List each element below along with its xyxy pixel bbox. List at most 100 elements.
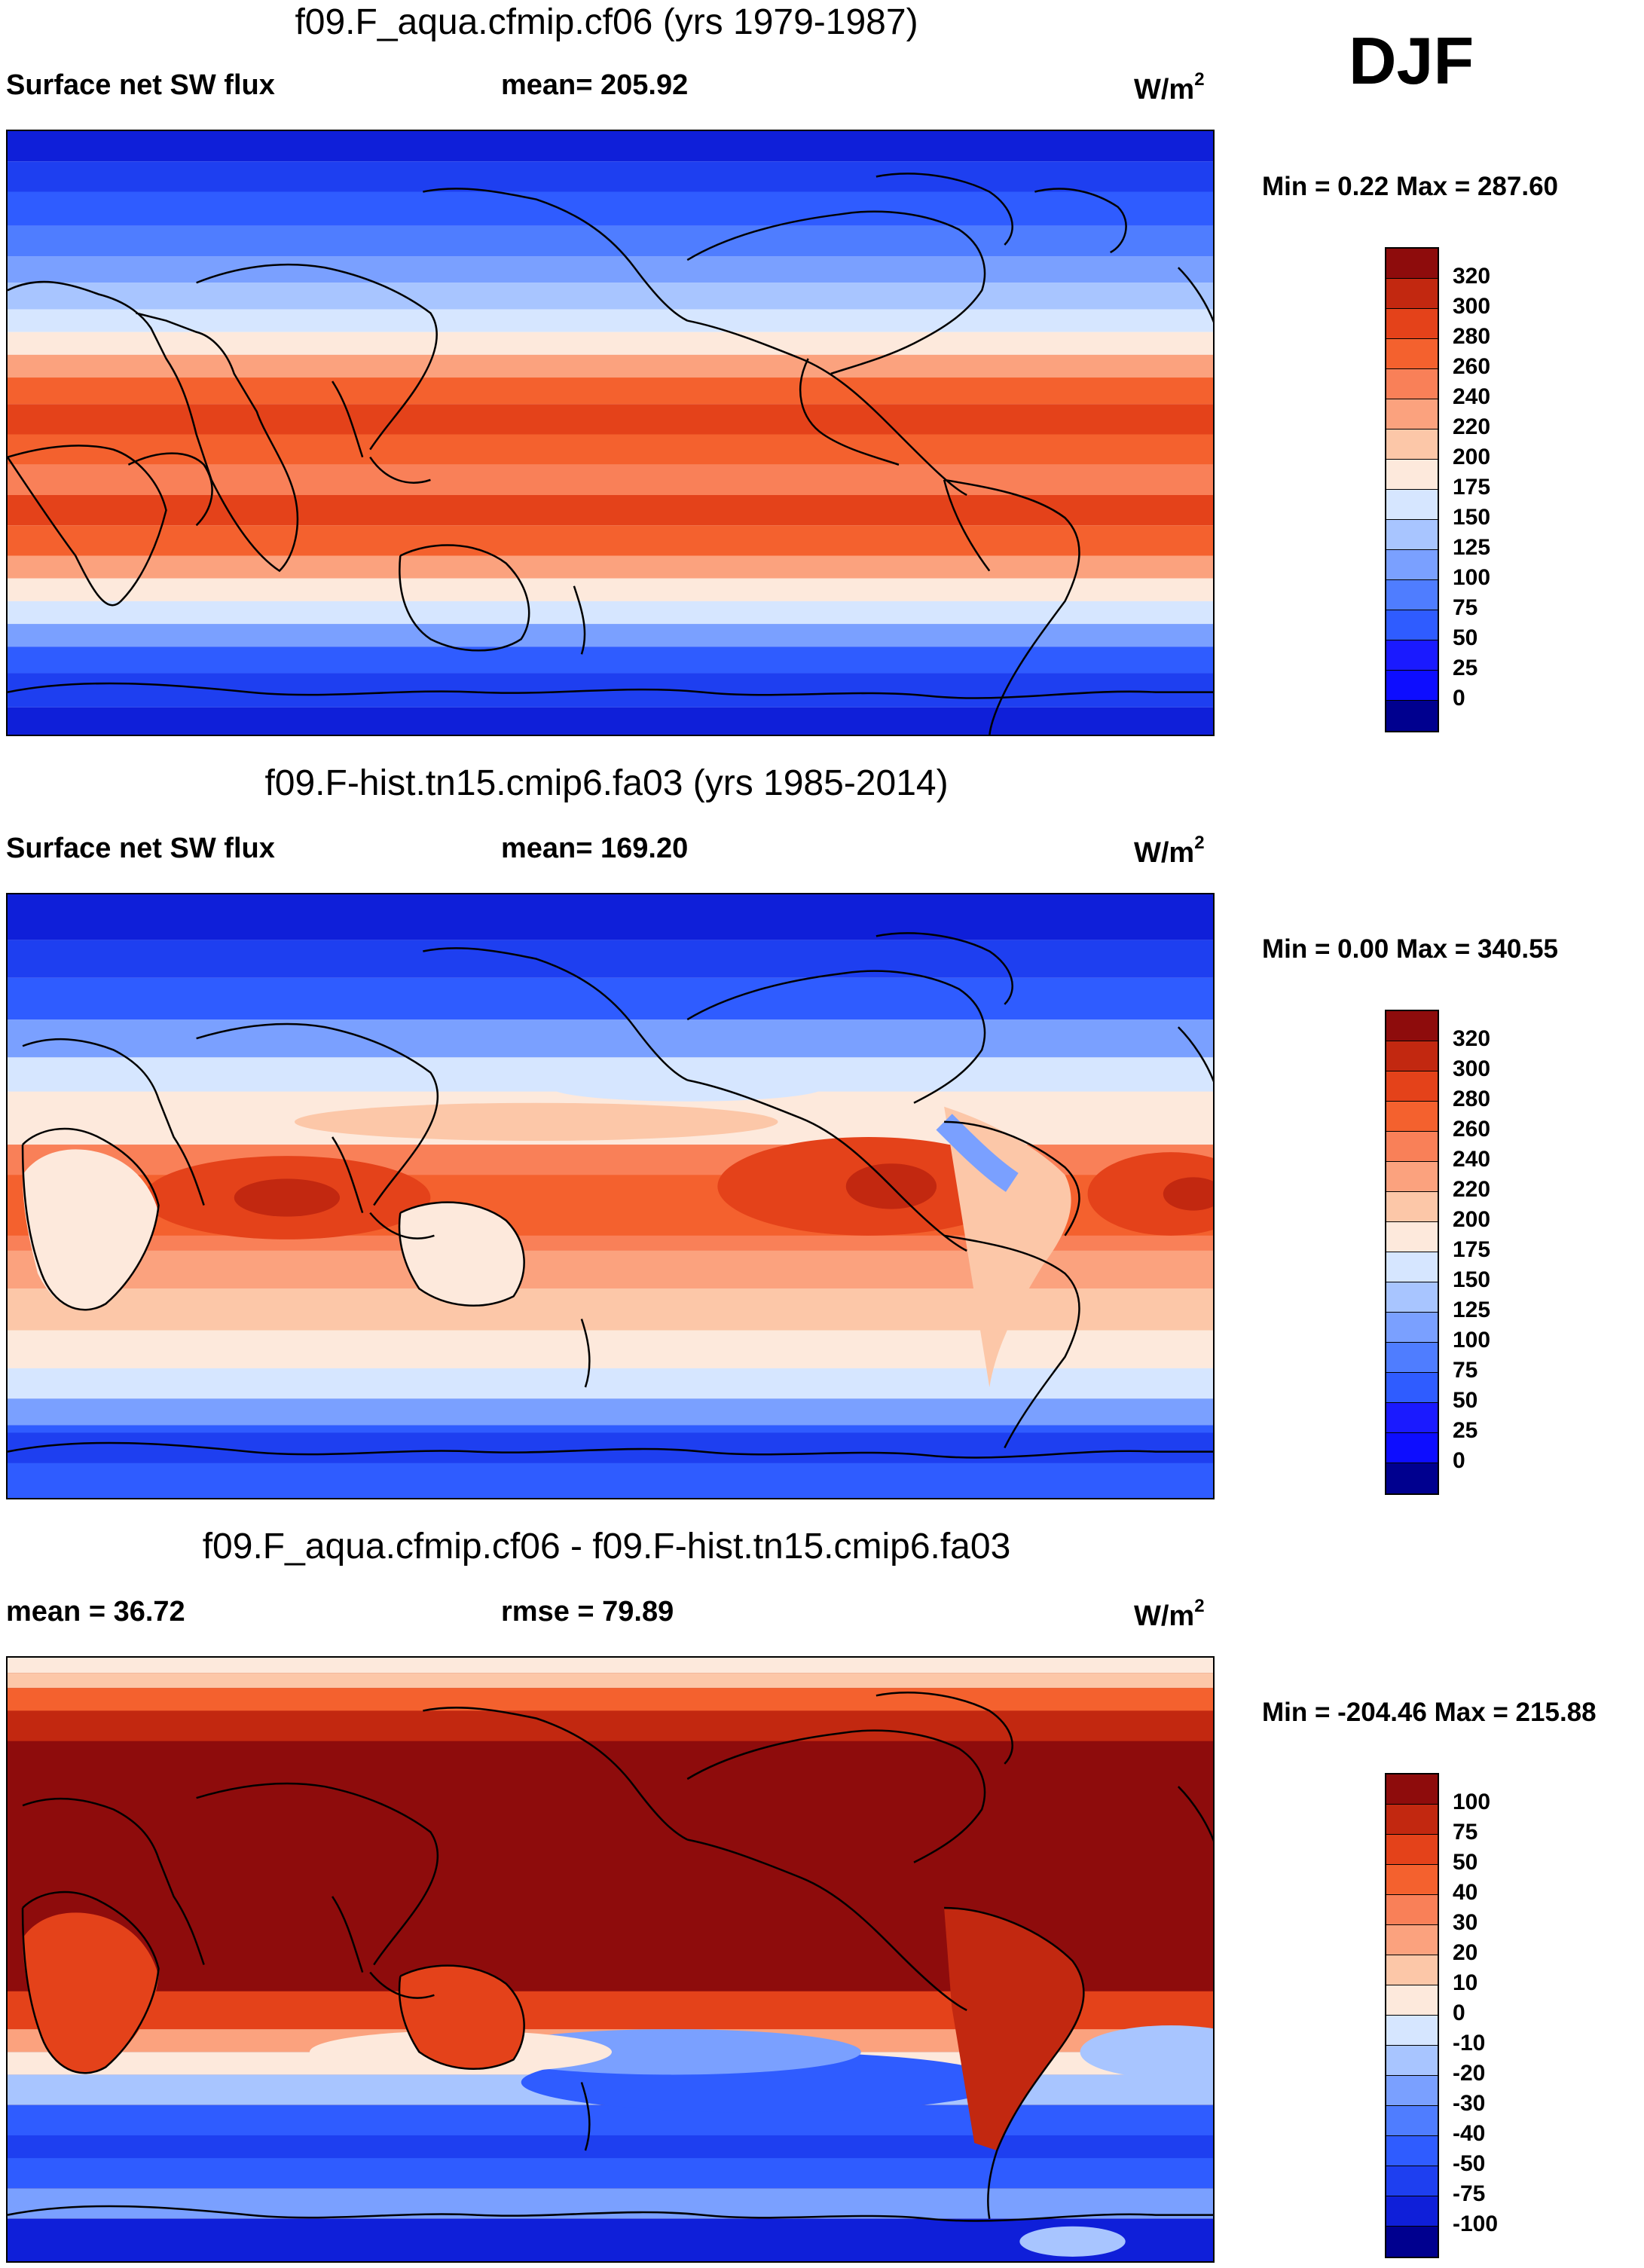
colorbar-tick-label: 30 (1453, 1910, 1478, 1935)
colorbar-swatch (1386, 1041, 1438, 1071)
colorbar-swatch (1386, 1252, 1438, 1282)
colorbar-tick-label: 0 (1453, 686, 1465, 711)
colorbar-tick-label: 25 (1453, 1418, 1478, 1443)
panel-3-map (6, 1656, 1215, 2263)
colorbar-tick-label: 175 (1453, 475, 1491, 500)
colorbar-swatch (1386, 249, 1438, 279)
panel-2-unit-label: W/m2 (1134, 833, 1205, 869)
colorbar-tick-label: 100 (1453, 565, 1491, 590)
panel-3-title: f09.F_aqua.cfmip.cf06 - f09.F-hist.tn15.… (202, 1527, 1011, 1567)
colorbar-tick-label: 50 (1453, 1850, 1478, 1875)
colorbar-swatch (1386, 1222, 1438, 1252)
colorbar-tick-label: -40 (1453, 2121, 1486, 2146)
colorbar-tick-label: 280 (1453, 324, 1491, 349)
colorbar-tick-label: 280 (1453, 1087, 1491, 1111)
colorbar-tick-label: 125 (1453, 535, 1491, 560)
colorbar-tick-label: 300 (1453, 1056, 1491, 1081)
colorbar-swatch (1386, 1071, 1438, 1102)
panel-1-unit-label: W/m2 (1134, 69, 1205, 105)
colorbar-swatch (1386, 2227, 1438, 2257)
colorbar-swatch (1386, 1865, 1438, 1895)
colorbar-tick-label: -100 (1453, 2211, 1499, 2236)
colorbar-tick-label: 300 (1453, 294, 1491, 319)
colorbar-tick-label: 100 (1453, 1790, 1491, 1814)
colorbar-swatch (1386, 1102, 1438, 1132)
panel-2-mean-label: mean= 169.20 (501, 833, 689, 864)
colorbar-tick-label: 240 (1453, 384, 1491, 409)
panel-3-mean-label: mean = 36.72 (6, 1596, 185, 1628)
colorbar-tick-label: 75 (1453, 1820, 1478, 1845)
colorbar-swatch (1386, 490, 1438, 520)
colorbar-swatch (1386, 580, 1438, 610)
panel-2-colorbar (1385, 1010, 1439, 1495)
colorbar-swatch (1386, 671, 1438, 701)
panel-2-variable-label: Surface net SW flux (6, 833, 275, 864)
panel-2-min-max: Min = 0.00 Max = 340.55 (1262, 934, 1559, 964)
colorbar-tick-label: 200 (1453, 445, 1491, 469)
panel-1-min-max: Min = 0.22 Max = 287.60 (1262, 172, 1559, 201)
colorbar-tick-label: 0 (1453, 2001, 1465, 2025)
colorbar-swatch (1386, 2076, 1438, 2106)
panel-1-colorbar (1385, 247, 1439, 732)
colorbar-tick-label: 75 (1453, 595, 1478, 620)
colorbar-tick-label: 20 (1453, 1940, 1478, 1965)
colorbar-swatch (1386, 1774, 1438, 1805)
colorbar-swatch (1386, 1805, 1438, 1835)
colorbar-swatch (1386, 1895, 1438, 1925)
colorbar-swatch (1386, 460, 1438, 490)
colorbar-tick-label: -50 (1453, 2151, 1486, 2176)
colorbar-swatch (1386, 399, 1438, 429)
colorbar-tick-label: 240 (1453, 1147, 1491, 1172)
colorbar-swatch (1386, 2166, 1438, 2196)
colorbar-tick-label: 40 (1453, 1880, 1478, 1905)
colorbar-swatch (1386, 2106, 1438, 2136)
colorbar-tick-label: 200 (1453, 1207, 1491, 1232)
colorbar-tick-label: 10 (1453, 1970, 1478, 1995)
colorbar-tick-label: -75 (1453, 2181, 1486, 2206)
colorbar-tick-label: 220 (1453, 414, 1491, 439)
colorbar-tick-label: 25 (1453, 656, 1478, 680)
panel-3-min-max: Min = -204.46 Max = 215.88 (1262, 1698, 1597, 1727)
colorbar-swatch (1386, 429, 1438, 460)
colorbar-swatch (1386, 1985, 1438, 2016)
colorbar-swatch (1386, 520, 1438, 550)
colorbar-swatch (1386, 640, 1438, 671)
colorbar-tick-label: -20 (1453, 2061, 1486, 2086)
panel-1-mean-label: mean= 205.92 (501, 69, 689, 101)
colorbar-swatch (1386, 339, 1438, 369)
colorbar-swatch (1386, 1313, 1438, 1343)
colorbar-swatch (1386, 1373, 1438, 1403)
season-label: DJF (1349, 23, 1474, 98)
colorbar-tick-label: 320 (1453, 264, 1491, 289)
colorbar-tick-label: 0 (1453, 1448, 1465, 1473)
colorbar-tick-label: 175 (1453, 1237, 1491, 1262)
colorbar-tick-label: 260 (1453, 1117, 1491, 1142)
colorbar-swatch (1386, 550, 1438, 580)
colorbar-swatch (1386, 1192, 1438, 1222)
panel-1-variable-label: Surface net SW flux (6, 69, 275, 101)
colorbar-tick-label: 100 (1453, 1328, 1491, 1353)
colorbar-tick-label: 50 (1453, 1388, 1478, 1413)
colorbar-swatch (1386, 1433, 1438, 1463)
colorbar-swatch (1386, 1835, 1438, 1865)
colorbar-swatch (1386, 2136, 1438, 2166)
colorbar-swatch (1386, 279, 1438, 309)
colorbar-tick-label: 260 (1453, 354, 1491, 379)
panel-2-map (6, 893, 1215, 1499)
colorbar-swatch (1386, 610, 1438, 640)
panel-1-title: f09.F_aqua.cfmip.cf06 (yrs 1979-1987) (295, 2, 918, 42)
colorbar-tick-label: 220 (1453, 1177, 1491, 1202)
colorbar-swatch (1386, 1403, 1438, 1433)
colorbar-swatch (1386, 1282, 1438, 1313)
colorbar-swatch (1386, 2016, 1438, 2046)
colorbar-tick-label: 150 (1453, 505, 1491, 530)
panel-3-unit-label: W/m2 (1134, 1596, 1205, 1632)
colorbar-tick-label: 75 (1453, 1358, 1478, 1383)
colorbar-swatch (1386, 309, 1438, 339)
colorbar-swatch (1386, 1162, 1438, 1192)
panel-1-map (6, 130, 1215, 736)
panel-2-title: f09.F-hist.tn15.cmip6.fa03 (yrs 1985-201… (264, 763, 949, 803)
colorbar-swatch (1386, 2046, 1438, 2076)
colorbar-swatch (1386, 1343, 1438, 1373)
colorbar-swatch (1386, 1132, 1438, 1162)
